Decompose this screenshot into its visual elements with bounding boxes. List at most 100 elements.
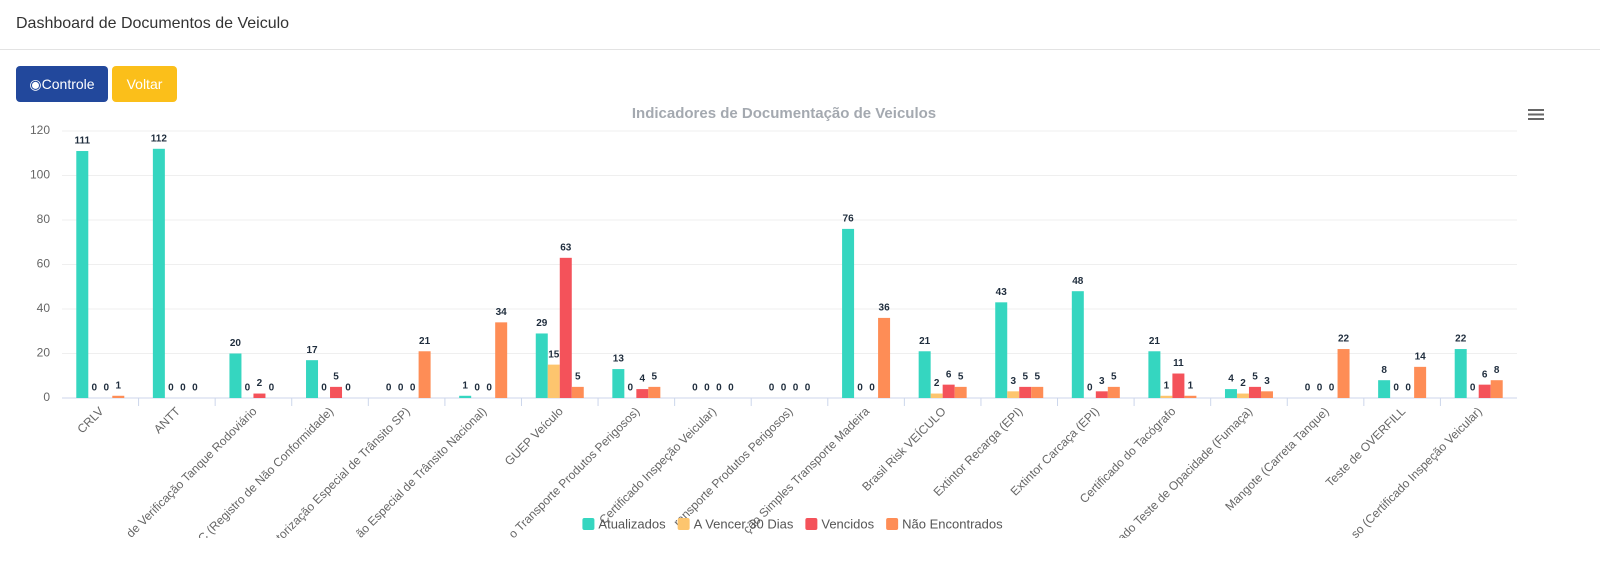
legend-item[interactable]: A Vencer 30 Dias: [677, 516, 794, 531]
data-label: 13: [613, 354, 625, 365]
y-tick-label: 80: [37, 212, 51, 226]
bar: [112, 395, 125, 398]
bar: [636, 389, 649, 398]
bar: [1007, 391, 1020, 398]
bar: [1248, 386, 1261, 398]
data-label: 2: [257, 378, 263, 389]
y-tick-label: 40: [37, 301, 51, 315]
bar: [878, 317, 891, 398]
data-label: 111: [74, 136, 90, 147]
data-label: 17: [306, 345, 318, 356]
data-label: 3: [1010, 376, 1016, 387]
bar: [1260, 391, 1273, 398]
data-label: 0: [704, 383, 710, 394]
x-tick-label: ado Teste de Opacidade (Fumaça): [1115, 404, 1255, 538]
data-label: 0: [1329, 383, 1335, 394]
data-label: 29: [536, 318, 548, 329]
data-label: 5: [652, 372, 658, 383]
data-label: 1: [1188, 380, 1194, 391]
x-tick-label: so (Certificado Inspeção Veicular): [1348, 404, 1485, 538]
data-label: 5: [1111, 372, 1117, 383]
data-label: 5: [1252, 372, 1258, 383]
bar: [535, 333, 548, 398]
data-label: 6: [946, 369, 952, 380]
data-label: 2: [1240, 378, 1246, 389]
bar: [1019, 386, 1032, 398]
bar: [1378, 380, 1391, 398]
bar: [1414, 366, 1427, 398]
data-label: 0: [474, 383, 480, 394]
data-label: 5: [1034, 372, 1040, 383]
data-label: 0: [245, 383, 251, 394]
data-label: 5: [575, 372, 581, 383]
bar: [306, 360, 319, 398]
bar: [1454, 349, 1467, 398]
data-label: 0: [269, 383, 275, 394]
data-label: 112: [151, 133, 168, 144]
header: Dashboard de Documentos de Veiculo: [0, 0, 1600, 50]
data-label: 34: [496, 307, 508, 318]
data-label: 0: [486, 383, 492, 394]
data-label: 0: [781, 383, 787, 394]
x-tick-label: ão Especial de Trânsito Nacional): [353, 404, 489, 538]
bar: [1071, 291, 1084, 398]
bar: [330, 386, 343, 398]
data-label: 0: [168, 383, 174, 394]
data-label: 43: [996, 287, 1008, 298]
data-label: 20: [230, 338, 242, 349]
data-label: 0: [857, 383, 863, 394]
bar: [495, 322, 508, 398]
data-label: 15: [548, 349, 560, 360]
bar: [152, 148, 165, 398]
data-label: 0: [1405, 383, 1411, 394]
data-label: 0: [716, 383, 722, 394]
data-label: 1: [1164, 380, 1170, 391]
legend-item[interactable]: Não Encontrados: [886, 516, 1003, 531]
data-label: 4: [640, 374, 646, 385]
data-label: 5: [333, 372, 339, 383]
data-label: 0: [1317, 383, 1323, 394]
data-label: 21: [919, 336, 931, 347]
x-tick-label: Teste de OVERFILL: [1323, 404, 1409, 490]
bar: [559, 257, 572, 398]
bar: [1095, 391, 1108, 398]
y-tick-label: 0: [43, 390, 50, 404]
bar: [612, 369, 625, 398]
data-label: 0: [321, 383, 327, 394]
legend-marker: [886, 518, 899, 530]
bar: [459, 395, 472, 398]
bar: [842, 228, 855, 398]
x-tick-label: ANTT: [151, 404, 184, 437]
controle-button[interactable]: ◉Controle: [16, 66, 108, 102]
data-label: 5: [958, 372, 964, 383]
bar: [1184, 395, 1197, 398]
menu-icon[interactable]: [1528, 109, 1544, 120]
data-label: 0: [728, 383, 734, 394]
bar: [1478, 384, 1491, 398]
legend-item[interactable]: Vencidos: [805, 516, 875, 531]
data-label: 0: [793, 383, 799, 394]
x-tick-label: Brasil Risk VEÍCULO: [858, 404, 948, 494]
bar: [1224, 389, 1237, 398]
bar: [76, 151, 89, 398]
data-label: 63: [560, 242, 572, 253]
x-tick-label: C (Registro de Não Conformidade): [195, 404, 336, 538]
data-label: 0: [192, 383, 198, 394]
data-label: 8: [1494, 365, 1500, 376]
page-title: Dashboard de Documentos de Veiculo: [16, 15, 290, 32]
data-label: 0: [769, 383, 775, 394]
data-label: 0: [386, 383, 392, 394]
data-label: 0: [180, 383, 186, 394]
legend-label: Vencidos: [821, 516, 874, 531]
bar: [930, 393, 943, 398]
data-label: 6: [1482, 369, 1488, 380]
data-label: 0: [805, 383, 811, 394]
data-label: 14: [1415, 351, 1427, 362]
legend-item[interactable]: Atualizados: [582, 516, 666, 531]
data-label: 22: [1338, 334, 1350, 345]
voltar-button[interactable]: Voltar: [112, 66, 177, 102]
x-tick-label: CRLV: [75, 404, 107, 436]
bar: [229, 353, 242, 398]
bar: [942, 384, 955, 398]
bar: [418, 351, 431, 398]
